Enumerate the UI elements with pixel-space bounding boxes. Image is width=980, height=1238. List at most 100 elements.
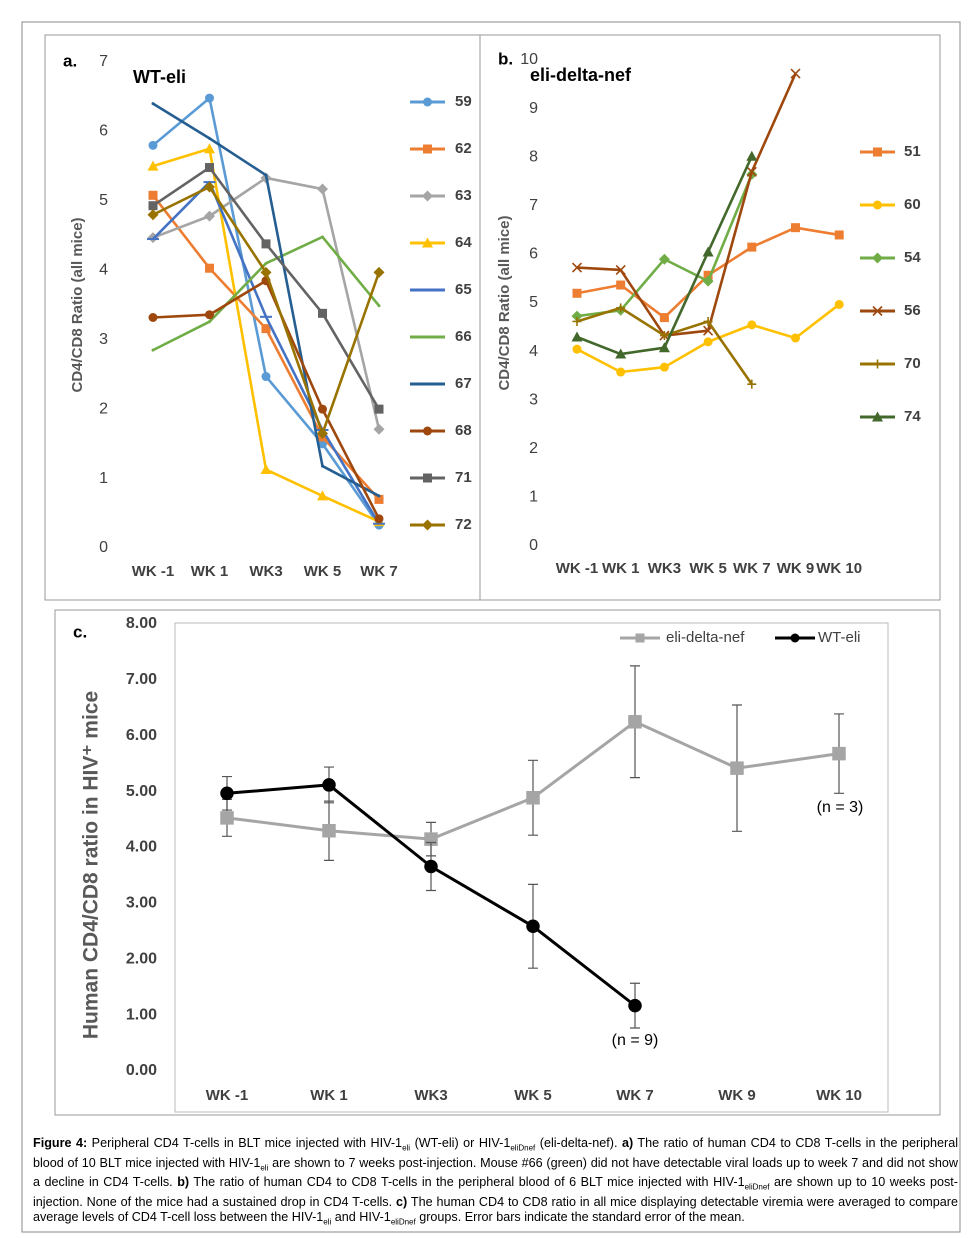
marker — [658, 253, 670, 265]
legend-label: 66 — [455, 328, 472, 345]
marker — [151, 348, 155, 352]
marker — [205, 310, 214, 320]
x-tick-label: WK 5 — [304, 563, 342, 580]
x-tick-label: WK -1 — [206, 1087, 249, 1104]
marker — [572, 316, 582, 326]
marker — [261, 324, 271, 334]
y-tick-label: 4 — [99, 262, 108, 279]
legend-label: 54 — [904, 249, 921, 266]
marker — [374, 514, 384, 524]
panel-label: c. — [73, 622, 87, 641]
legend-label: 72 — [455, 516, 472, 533]
marker — [374, 404, 384, 414]
caption-text: and HIV-1 — [331, 1209, 391, 1224]
y-tick-label: 7 — [99, 53, 108, 70]
legend-marker — [873, 359, 882, 369]
legend-label: 74 — [904, 408, 921, 425]
marker — [702, 275, 714, 287]
marker — [747, 242, 757, 252]
caption-text: eli — [260, 1163, 269, 1173]
x-tick-label: WK 5 — [514, 1087, 552, 1104]
y-tick-label: 3.00 — [126, 895, 157, 912]
marker — [747, 320, 757, 330]
caption-text: groups. Error bars indicate the standard… — [415, 1209, 745, 1224]
marker — [571, 310, 583, 322]
y-tick-label: 3 — [529, 391, 538, 408]
marker — [318, 404, 327, 414]
marker — [260, 266, 272, 278]
marker — [832, 746, 846, 761]
marker — [322, 823, 336, 838]
y-axis-label: Human CD4/CD8 ratio in HIV⁺ mice — [80, 691, 103, 1039]
panel-label: a. — [63, 51, 77, 70]
series-line — [152, 102, 380, 498]
x-tick-label: WK 10 — [816, 1087, 862, 1104]
marker — [205, 163, 214, 173]
y-tick-label: 8 — [529, 148, 538, 165]
x-tick-label: WK 7 — [733, 560, 771, 577]
y-tick-label: 4.00 — [126, 839, 157, 856]
x-tick-label: WK3 — [249, 563, 282, 580]
caption-text: eliDnef — [510, 1143, 536, 1153]
marker — [204, 143, 215, 154]
caption-text: Figure 4: — [33, 1136, 88, 1150]
marker — [260, 464, 272, 475]
caption-text: c) — [396, 1194, 408, 1209]
marker — [834, 230, 844, 240]
series-line — [152, 176, 381, 430]
legend-marker — [423, 473, 432, 483]
y-tick-label: 2.00 — [126, 950, 157, 967]
marker — [703, 337, 713, 347]
x-tick-label: WK 5 — [689, 560, 727, 577]
figure-border — [21, 21, 961, 1233]
legend-marker — [422, 190, 433, 202]
panel-border — [54, 609, 941, 1116]
x-tick-label: WK 9 — [777, 560, 815, 577]
legend-marker — [423, 97, 432, 107]
chart-title: WT-eli — [133, 67, 186, 87]
legend-marker — [635, 633, 645, 643]
x-tick-label: WK 1 — [310, 1087, 348, 1104]
marker — [424, 859, 438, 874]
y-tick-label: 3 — [99, 331, 108, 348]
marker — [147, 209, 159, 221]
marker — [373, 423, 385, 435]
caption: Figure 4: Peripheral CD4 T-cells in BLT … — [33, 1136, 958, 1229]
y-tick-label: 8.00 — [126, 615, 157, 632]
caption-text: (WT-eli) or HIV-1 — [410, 1136, 511, 1150]
marker — [702, 246, 714, 257]
legend-label: 63 — [455, 187, 472, 204]
legend-label: 67 — [455, 375, 472, 392]
series-line — [152, 235, 381, 352]
legend-marker — [423, 144, 432, 154]
marker — [572, 288, 582, 298]
marker — [208, 136, 211, 140]
marker — [790, 68, 801, 79]
marker — [148, 201, 158, 211]
legend-label: 64 — [455, 234, 472, 251]
y-tick-label: 0.00 — [126, 1062, 157, 1079]
marker — [526, 791, 540, 805]
caption-text: are shown to 7 weeks post-injection. Mou… — [33, 1155, 962, 1190]
marker — [261, 239, 271, 249]
caption-text: eli — [323, 1217, 332, 1227]
y-tick-label: 9 — [529, 100, 538, 117]
marker — [526, 919, 540, 934]
y-tick-label: 6 — [529, 246, 538, 263]
x-tick-label: WK3 — [648, 560, 681, 577]
panel-label: b. — [498, 49, 513, 68]
marker — [834, 299, 844, 309]
y-tick-label: 7 — [529, 197, 538, 214]
marker — [628, 715, 642, 729]
y-tick-label: 7.00 — [126, 671, 157, 688]
marker — [703, 270, 713, 280]
marker — [220, 786, 234, 801]
x-tick-label: WK 7 — [360, 563, 398, 580]
legend-marker — [426, 382, 429, 386]
x-tick-label: WK 7 — [616, 1087, 654, 1104]
legend-marker — [872, 252, 883, 264]
marker — [628, 998, 642, 1013]
y-tick-label: 2 — [529, 440, 538, 457]
